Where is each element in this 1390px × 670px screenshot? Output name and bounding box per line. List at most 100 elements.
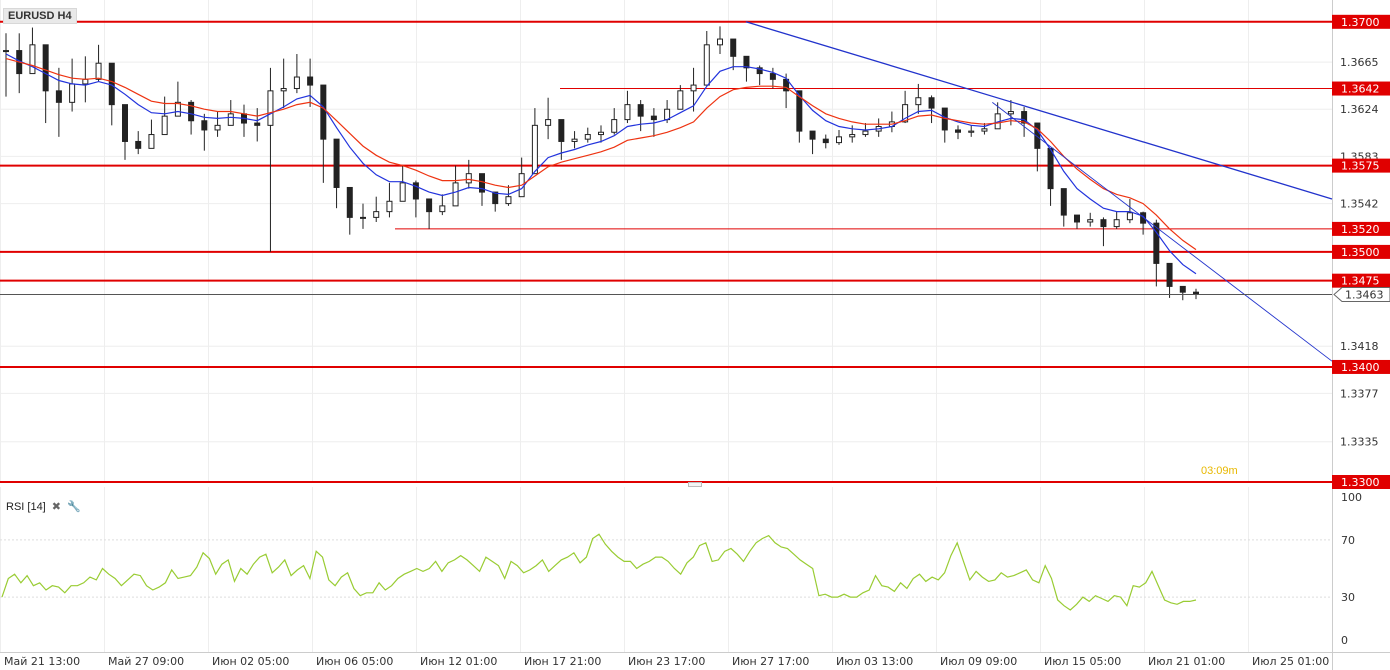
candle-body <box>690 84 697 92</box>
candle-body <box>1113 219 1120 228</box>
candle-body <box>360 216 366 219</box>
candle-body <box>293 76 300 90</box>
candle-body <box>505 196 512 205</box>
candle-body <box>399 182 406 202</box>
candle-body <box>82 78 89 85</box>
rsi-tick-label: 70 <box>1341 534 1355 547</box>
candle-body <box>981 128 988 132</box>
candle-body <box>730 38 737 57</box>
rsi-label: RSI [14] <box>6 500 46 513</box>
candle-body <box>95 62 102 80</box>
candle-body <box>465 173 472 184</box>
candle-body <box>650 115 657 121</box>
candle-body <box>1100 219 1107 228</box>
candle-body <box>703 44 710 86</box>
price-tick-label: 1.3418 <box>1340 340 1379 353</box>
symbol-label: EURUSD H4 <box>3 8 77 24</box>
level-price-label: 1.3520 <box>1341 223 1380 236</box>
candle-body <box>756 67 763 75</box>
level-price-label: 1.3400 <box>1341 361 1380 374</box>
candle-body <box>29 44 36 75</box>
candle-body <box>1087 219 1094 223</box>
candle-body <box>637 104 644 117</box>
candle-body <box>1140 212 1147 224</box>
rsi-line <box>1 533 1197 611</box>
level-price-tag <box>1332 244 1390 259</box>
candle-body <box>822 138 829 144</box>
moving-average-slow <box>5 58 1197 251</box>
candle-body <box>108 62 115 106</box>
time-axis-label: Июн 23 17:00 <box>628 655 705 668</box>
candle-body <box>161 115 168 136</box>
candle-body <box>624 104 631 121</box>
candle-body <box>452 182 459 207</box>
candle-body <box>928 97 935 109</box>
time-axis-label: Июн 17 21:00 <box>524 655 601 668</box>
candle-body <box>1179 285 1186 293</box>
level-price-label: 1.3700 <box>1341 16 1380 29</box>
candle-body <box>1021 111 1028 124</box>
moving-average-fast <box>5 53 1197 275</box>
current-price-tag <box>1333 286 1390 302</box>
level-price-tag <box>1332 359 1390 374</box>
candle-body <box>611 119 618 133</box>
candle-body <box>955 129 961 133</box>
current-price-label: 1.3463 <box>1345 288 1384 301</box>
candle-body <box>307 76 314 86</box>
price-tick-label: 1.3542 <box>1340 198 1379 211</box>
candle-body <box>809 130 816 140</box>
candle-body <box>333 138 340 188</box>
time-axis-label: Июн 02 05:00 <box>212 655 289 668</box>
candle-body <box>783 78 790 92</box>
candle-body <box>122 104 128 142</box>
level-price-tag <box>1332 158 1390 173</box>
candle-body <box>320 84 327 140</box>
candle-body <box>201 120 208 131</box>
candle-body <box>915 97 922 106</box>
candle-body <box>1153 222 1160 264</box>
candle-body <box>42 44 49 92</box>
trendline <box>745 21 1333 200</box>
candle-timer: 03:09m <box>1201 465 1238 477</box>
candle-body <box>598 131 604 136</box>
price-tick-label: 1.3335 <box>1340 436 1379 449</box>
candle-body <box>439 205 446 213</box>
candle-body <box>743 55 750 69</box>
candle-body <box>55 90 62 103</box>
candle-body <box>1007 111 1014 115</box>
candle-body <box>188 101 195 122</box>
time-axis-label: Июл 21 01:00 <box>1148 655 1225 668</box>
rsi-tick-label: 30 <box>1341 591 1355 604</box>
time-axis-label: Май 21 13:00 <box>4 655 80 668</box>
candle-body <box>1047 147 1054 190</box>
candle-body <box>862 130 869 136</box>
time-axis-label: Май 27 09:00 <box>108 655 184 668</box>
candle-body <box>148 134 155 149</box>
candle-body <box>69 83 76 103</box>
candle-body <box>426 198 433 213</box>
level-price-tag <box>1332 221 1390 236</box>
pane-splitter-handle[interactable] <box>688 482 702 487</box>
level-price-label: 1.3575 <box>1341 160 1380 173</box>
candle-body <box>717 38 723 46</box>
level-price-label: 1.3300 <box>1341 476 1380 489</box>
level-price-label: 1.3500 <box>1341 246 1380 259</box>
close-icon[interactable]: ✖ <box>51 501 61 513</box>
wrench-icon[interactable]: 🔧 <box>66 501 81 513</box>
candle-body <box>1126 212 1133 221</box>
candle-body <box>968 130 975 133</box>
candle-body <box>386 200 393 213</box>
trendline <box>992 101 1333 362</box>
time-axis-label: Июл 25 01:00 <box>1252 655 1329 668</box>
candle-body <box>412 182 419 200</box>
level-price-tag <box>1332 475 1390 489</box>
candle-body <box>796 90 803 132</box>
time-axis-label: Июн 12 01:00 <box>420 655 497 668</box>
candle-body <box>254 122 261 126</box>
candle-body <box>1166 262 1173 287</box>
candle-body <box>571 138 578 142</box>
candle-body <box>1034 122 1041 149</box>
candle-body <box>227 113 234 126</box>
candle-body <box>558 119 565 142</box>
